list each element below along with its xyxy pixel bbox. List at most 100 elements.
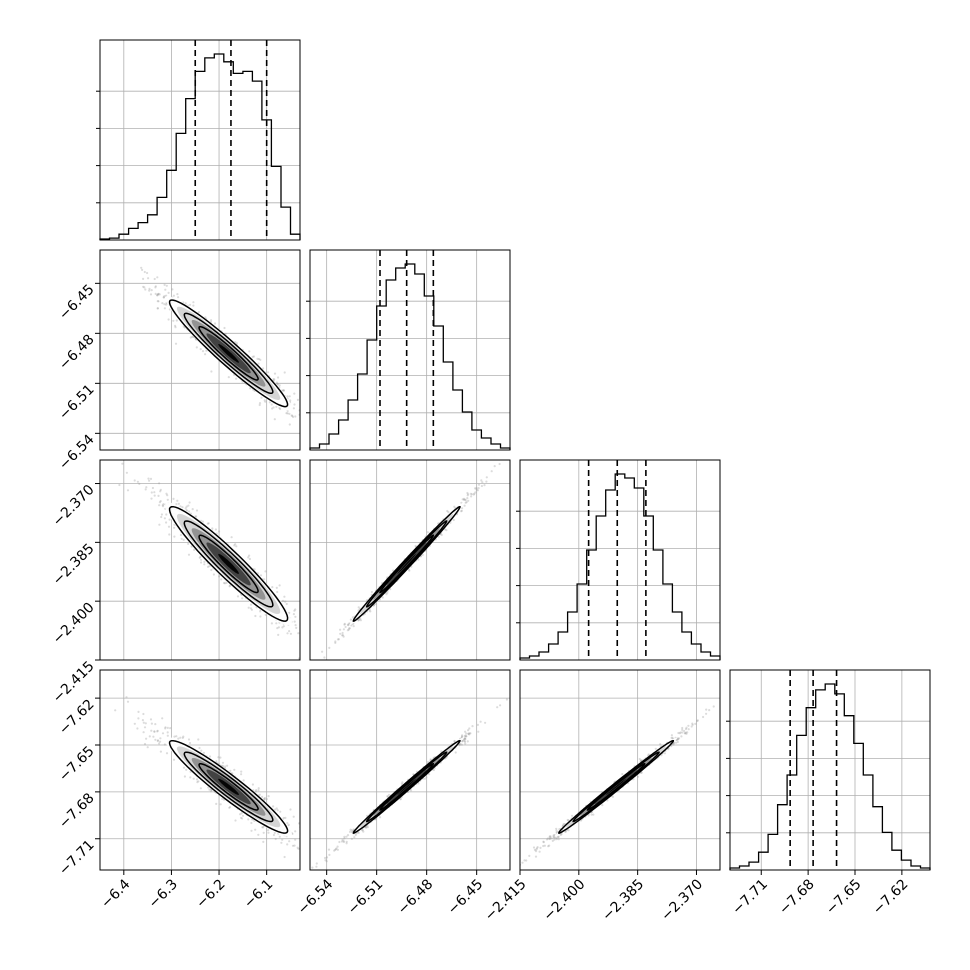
sample-point: [370, 590, 373, 594]
sample-point: [550, 837, 553, 840]
panel-grid: [100, 250, 300, 450]
sample-point: [480, 484, 483, 488]
sample-point: [464, 501, 467, 504]
sample-point: [459, 742, 462, 745]
sample-point: [229, 769, 232, 772]
sample-point: [684, 731, 688, 734]
sample-point: [176, 499, 179, 502]
sample-point: [295, 885, 297, 887]
sample-point: [362, 830, 365, 833]
sample-point: [446, 509, 449, 513]
sample-point: [463, 737, 467, 740]
sample-point: [227, 376, 230, 379]
sample-point: [346, 834, 350, 837]
sample-point: [337, 638, 340, 641]
sample-point: [137, 717, 140, 720]
sample-point: [267, 371, 270, 374]
sample-point: [272, 378, 275, 381]
sample-point: [263, 578, 266, 581]
sample-point: [158, 523, 161, 526]
sample-point: [263, 796, 266, 800]
sample-point: [296, 398, 299, 401]
sample-point: [462, 497, 466, 500]
sample-point: [185, 505, 188, 508]
sample-point: [233, 768, 236, 771]
sample-point: [417, 782, 420, 785]
sample-point: [316, 850, 318, 852]
sample-point: [206, 522, 209, 525]
sample-point: [273, 831, 276, 835]
sample-point: [142, 731, 145, 734]
sample-point: [470, 493, 473, 496]
sample-point: [167, 291, 170, 294]
sample-point: [148, 479, 151, 482]
sample-point: [262, 826, 265, 829]
density-level: [397, 778, 416, 795]
sample-point: [166, 498, 169, 501]
sample-point: [147, 277, 150, 280]
sample-point: [150, 497, 153, 500]
sample-point: [354, 833, 357, 837]
sample-point: [208, 755, 212, 758]
sample-point: [316, 856, 318, 858]
sample-point: [484, 721, 487, 724]
sample-point: [241, 597, 244, 600]
sample-point: [143, 286, 146, 289]
sample-point: [267, 795, 270, 798]
sample-point: [275, 586, 278, 590]
sample-point: [284, 816, 287, 820]
sample-point: [219, 756, 222, 759]
sample-point: [161, 504, 164, 507]
histogram-0: [99, 40, 301, 240]
sample-point: [293, 609, 296, 612]
sample-point: [199, 348, 202, 351]
sample-point: [256, 357, 259, 360]
sample-point: [197, 738, 200, 741]
sample-point: [463, 498, 467, 501]
sample-point: [306, 848, 308, 850]
sample-point: [259, 358, 262, 361]
sample-point: [408, 569, 411, 572]
diagonal-panel-frame: [729, 669, 931, 871]
sample-point: [611, 795, 615, 799]
sample-point: [321, 650, 324, 653]
sample-point: [153, 491, 156, 494]
sample-point: [366, 826, 369, 829]
sample-point: [264, 613, 267, 616]
sample-point: [302, 833, 304, 835]
sample-point: [171, 288, 174, 291]
sample-point: [348, 830, 352, 834]
sample-point: [192, 777, 195, 780]
sample-point: [477, 483, 481, 486]
sample-point: [141, 268, 144, 271]
sample-point: [278, 384, 281, 387]
sample-point: [222, 581, 226, 585]
sample-point: [273, 418, 276, 421]
sample-point: [184, 507, 187, 510]
sample-point: [236, 595, 240, 598]
sample-point: [214, 322, 217, 325]
sample-point: [254, 614, 257, 618]
sample-point: [153, 730, 156, 733]
sample-point: [552, 834, 555, 837]
sample-point: [192, 304, 195, 307]
sample-point: [303, 412, 305, 414]
sample-point: [208, 565, 211, 568]
sample-point: [163, 743, 166, 746]
panel-grid: [100, 670, 300, 870]
sample-point: [230, 536, 233, 539]
sample-point: [126, 489, 130, 492]
sample-point: [499, 704, 502, 707]
sample-point: [145, 486, 148, 489]
sample-point: [467, 732, 470, 736]
sample-point: [203, 560, 206, 564]
sample-point: [292, 815, 295, 818]
sample-point: [460, 510, 463, 513]
sample-point: [453, 740, 456, 743]
sample-point: [215, 760, 218, 763]
histogram-1: [309, 250, 511, 450]
sample-point: [153, 494, 156, 497]
sample-point: [485, 476, 488, 479]
sample-point: [458, 744, 461, 747]
sample-point: [288, 840, 291, 843]
